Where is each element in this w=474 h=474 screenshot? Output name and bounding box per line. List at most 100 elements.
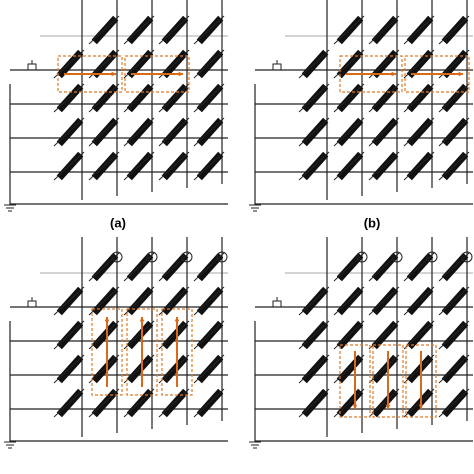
arrow-head bbox=[104, 317, 110, 322]
selection-box bbox=[339, 55, 403, 93]
switch bbox=[27, 60, 37, 70]
resistor-lead bbox=[438, 286, 470, 316]
resistor-lead bbox=[403, 117, 435, 147]
resistor-lead bbox=[193, 15, 225, 45]
resistor-lead bbox=[193, 286, 225, 316]
resistor-lead bbox=[123, 49, 155, 79]
resistor-lead bbox=[123, 117, 155, 147]
resistor-lead bbox=[438, 320, 470, 350]
resistor-lead bbox=[88, 354, 120, 384]
resistor-lead bbox=[298, 49, 330, 79]
resistor-lead bbox=[193, 320, 225, 350]
resistor-lead bbox=[438, 117, 470, 147]
resistor-lead bbox=[53, 354, 85, 384]
resistor-lead bbox=[403, 320, 435, 350]
resistor-lead bbox=[368, 388, 400, 418]
resistor-lead bbox=[333, 388, 365, 418]
resistor-lead bbox=[298, 83, 330, 113]
source bbox=[461, 251, 473, 263]
resistor-lead bbox=[333, 117, 365, 147]
resistor-lead bbox=[368, 286, 400, 316]
resistor-lead bbox=[368, 151, 400, 181]
resistor-lead bbox=[158, 388, 190, 418]
crossbar-panel bbox=[249, 237, 473, 449]
resistor-lead bbox=[333, 15, 365, 45]
selection-box bbox=[404, 55, 470, 93]
resistor-lead bbox=[193, 354, 225, 384]
arrow-head bbox=[352, 404, 358, 409]
selection-box bbox=[57, 55, 123, 93]
resistor-lead bbox=[193, 151, 225, 181]
ground bbox=[4, 204, 16, 212]
resistor-lead bbox=[123, 83, 155, 113]
resistor-lead bbox=[193, 252, 225, 282]
resistor-lead bbox=[53, 83, 85, 113]
switch bbox=[272, 297, 282, 307]
resistor-lead bbox=[403, 49, 435, 79]
panel-label: (a) bbox=[110, 215, 126, 230]
source bbox=[216, 251, 228, 263]
resistor-lead bbox=[333, 286, 365, 316]
arrow-head bbox=[385, 404, 391, 409]
crossbar-panel bbox=[4, 237, 228, 449]
resistor-lead bbox=[88, 151, 120, 181]
resistor-lead bbox=[123, 252, 155, 282]
resistor-lead bbox=[438, 354, 470, 384]
arrow-head bbox=[174, 317, 180, 322]
switch bbox=[27, 297, 37, 307]
crossbar-panel bbox=[4, 0, 228, 212]
source bbox=[181, 251, 193, 263]
resistor-lead bbox=[298, 354, 330, 384]
resistor-lead bbox=[403, 151, 435, 181]
selection-box bbox=[339, 344, 371, 418]
source bbox=[426, 251, 438, 263]
selection-box bbox=[91, 308, 123, 396]
resistor-lead bbox=[123, 15, 155, 45]
resistor-lead bbox=[158, 252, 190, 282]
resistor-lead bbox=[193, 49, 225, 79]
resistor-lead bbox=[403, 354, 435, 384]
selection-box bbox=[126, 308, 158, 396]
resistor-lead bbox=[123, 151, 155, 181]
resistor-lead bbox=[53, 151, 85, 181]
resistor-lead bbox=[193, 83, 225, 113]
resistor-lead bbox=[193, 388, 225, 418]
selection-box bbox=[372, 344, 404, 418]
resistor-lead bbox=[88, 15, 120, 45]
resistor-lead bbox=[158, 354, 190, 384]
arrow-head bbox=[458, 71, 463, 77]
arrow-head bbox=[111, 71, 116, 77]
resistor-lead bbox=[88, 286, 120, 316]
resistor-lead bbox=[158, 117, 190, 147]
resistor-lead bbox=[298, 151, 330, 181]
resistor-lead bbox=[123, 286, 155, 316]
selection-box bbox=[124, 55, 190, 93]
resistor-lead bbox=[88, 320, 120, 350]
arrow-head bbox=[418, 404, 424, 409]
resistor-lead bbox=[333, 354, 365, 384]
resistor-lead bbox=[333, 151, 365, 181]
resistor-lead bbox=[123, 320, 155, 350]
resistor-lead bbox=[368, 252, 400, 282]
switch bbox=[272, 60, 282, 70]
source bbox=[391, 251, 403, 263]
resistor-lead bbox=[88, 83, 120, 113]
resistor-lead bbox=[403, 286, 435, 316]
resistor-lead bbox=[438, 151, 470, 181]
resistor-lead bbox=[123, 354, 155, 384]
ground bbox=[249, 204, 261, 212]
ground bbox=[249, 441, 261, 449]
resistor-lead bbox=[333, 49, 365, 79]
resistor-lead bbox=[403, 83, 435, 113]
resistor-lead bbox=[368, 320, 400, 350]
crossbar-panel bbox=[249, 0, 473, 212]
resistor-lead bbox=[53, 286, 85, 316]
source bbox=[356, 251, 368, 263]
resistor-lead bbox=[88, 252, 120, 282]
arrow-head bbox=[391, 71, 396, 77]
ground bbox=[4, 441, 16, 449]
resistor-lead bbox=[403, 388, 435, 418]
resistor-lead bbox=[158, 286, 190, 316]
resistor-lead bbox=[333, 83, 365, 113]
resistor-lead bbox=[403, 252, 435, 282]
